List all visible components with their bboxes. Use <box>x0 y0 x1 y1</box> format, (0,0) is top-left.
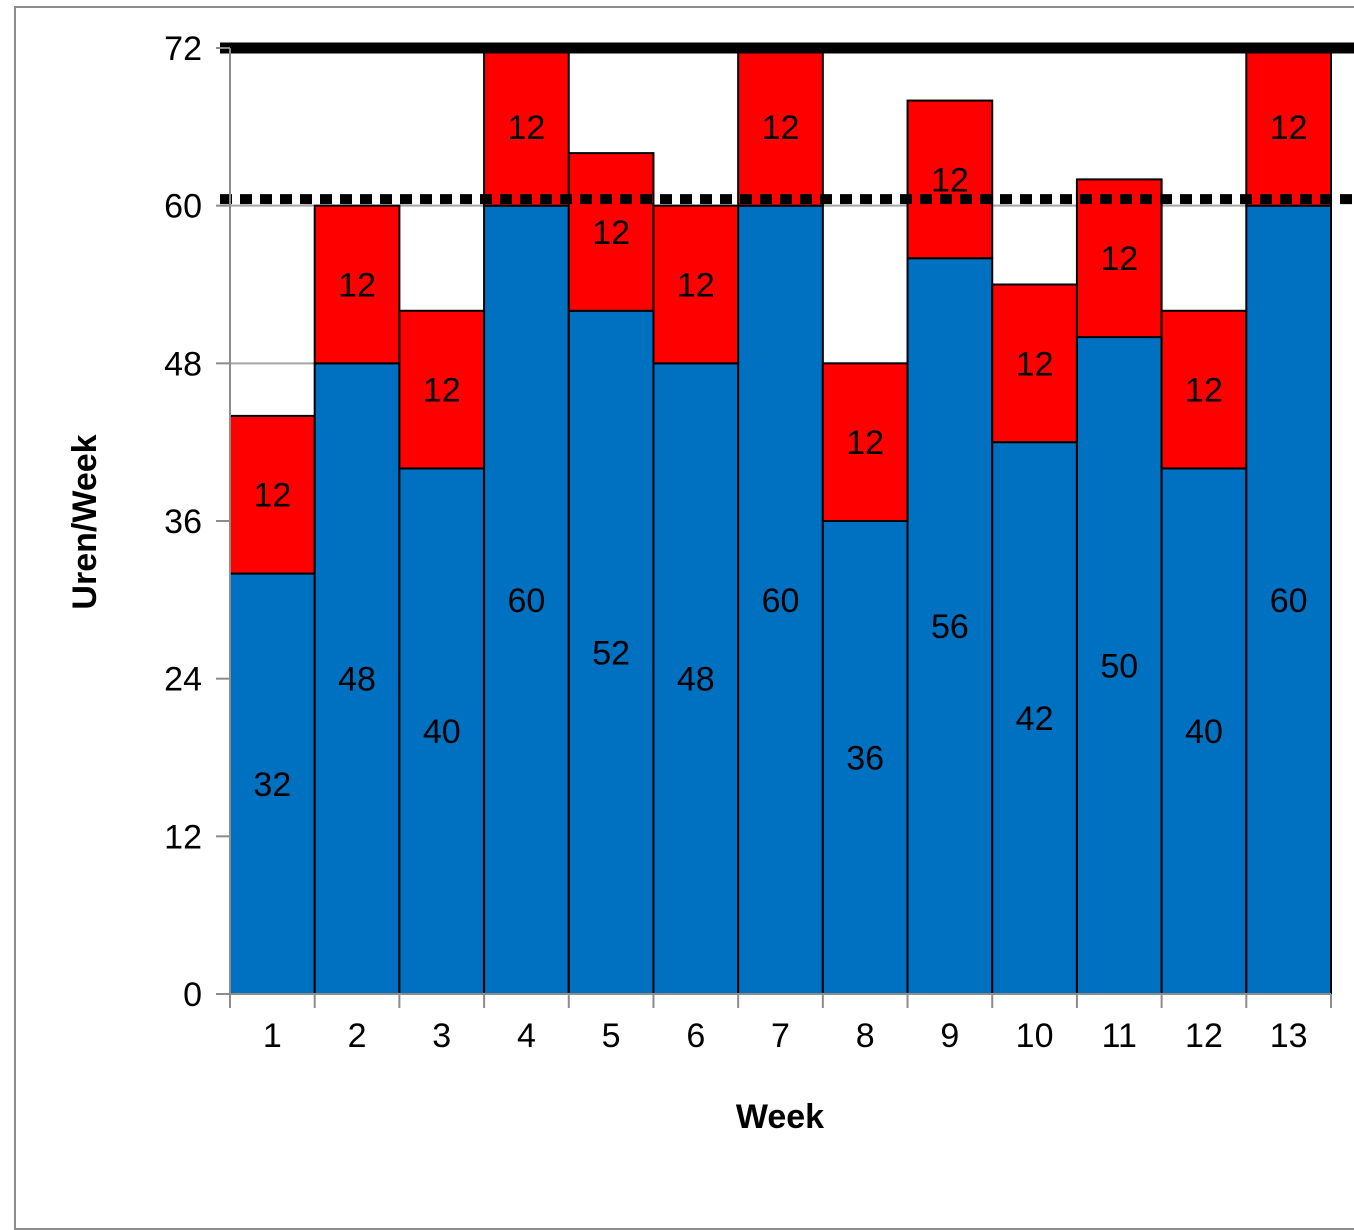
x-tick-label-8: 8 <box>856 1017 875 1055</box>
y-tick-label-60: 60 <box>164 188 202 226</box>
data-label-week-10-series-1: 42 <box>1016 700 1054 738</box>
x-tick-label-9: 9 <box>940 1017 959 1055</box>
data-label-week-6-series-2: 12 <box>677 267 715 305</box>
data-label-week-11-series-2: 12 <box>1100 240 1138 278</box>
x-tick-label-3: 3 <box>432 1017 451 1055</box>
data-label-week-1-series-2: 12 <box>253 477 291 515</box>
bar-week-12-series-2 <box>1160 309 1248 470</box>
bar-week-3-series-2 <box>398 309 486 470</box>
data-label-week-6-series-1: 48 <box>677 661 715 699</box>
bar-week-9-series-1 <box>906 257 994 995</box>
y-tick-label-0: 0 <box>183 976 202 1014</box>
bar-week-11-series-1 <box>1075 336 1163 995</box>
y-tick-label-72: 72 <box>164 30 202 68</box>
data-labels: 32 12 48 12 40 12 60 12 52 12 48 12 60 12 36 12 56 12 42 12… <box>253 109 1307 804</box>
bar-week-7-series-2 <box>737 47 824 207</box>
data-label-week-5-series-2: 12 <box>592 214 630 252</box>
data-label-week-2-series-2: 12 <box>338 267 376 305</box>
data-label-week-3-series-2: 12 <box>423 372 461 410</box>
data-label-week-7-series-1: 60 <box>762 582 800 620</box>
bars <box>229 47 1333 996</box>
y-axis-title: Uren/Week <box>66 434 104 609</box>
bar-week-9-series-2 <box>906 99 994 260</box>
bar-week-6-series-1 <box>652 362 740 996</box>
data-label-week-11-series-1: 50 <box>1100 648 1138 686</box>
x-tick-label-4: 4 <box>517 1017 536 1055</box>
y-tick-label-48: 48 <box>164 345 202 383</box>
bar-week-4-series-2 <box>483 47 570 207</box>
bar-week-8-series-2 <box>821 362 909 523</box>
bar-week-10-series-2 <box>991 283 1078 444</box>
x-tick-label-2: 2 <box>348 1017 367 1055</box>
data-label-week-10-series-2: 12 <box>1016 345 1054 383</box>
x-tick-label-1: 1 <box>263 1017 282 1055</box>
data-label-week-5-series-1: 52 <box>592 634 630 672</box>
data-label-week-9-series-1: 56 <box>931 608 969 646</box>
x-tick-label-13: 13 <box>1270 1017 1308 1055</box>
x-tick-label-12: 12 <box>1185 1017 1223 1055</box>
x-axis-title: Week <box>736 1098 824 1136</box>
bar-week-6-series-2 <box>652 204 740 365</box>
bar-week-8-series-1 <box>821 520 909 995</box>
bar-week-12-series-1 <box>1160 467 1248 995</box>
bar-week-2-series-1 <box>313 362 401 996</box>
data-label-week-4-series-1: 60 <box>508 582 546 620</box>
x-tick-label-11: 11 <box>1102 1017 1137 1055</box>
y-tick-label-36: 36 <box>164 503 202 541</box>
data-label-week-2-series-1: 48 <box>338 661 376 699</box>
data-label-week-8-series-1: 36 <box>846 740 884 778</box>
data-label-week-8-series-2: 12 <box>846 424 884 462</box>
data-label-week-13-series-1: 60 <box>1270 582 1308 620</box>
bar-week-11-series-2 <box>1075 178 1163 339</box>
bar-week-10-series-1 <box>991 441 1078 995</box>
data-label-week-12-series-1: 40 <box>1185 713 1223 751</box>
bar-week-3-series-1 <box>398 467 486 995</box>
bar-week-2-series-2 <box>313 204 401 365</box>
data-label-week-3-series-1: 40 <box>423 713 461 751</box>
data-label-week-9-series-2: 12 <box>931 161 969 199</box>
bar-week-7-series-1 <box>737 204 824 995</box>
x-tick-label-6: 6 <box>686 1017 705 1055</box>
data-label-week-4-series-2: 12 <box>508 109 546 147</box>
x-tick-label-7: 7 <box>771 1017 790 1055</box>
bar-week-1-series-2 <box>229 414 316 575</box>
data-label-week-7-series-2: 12 <box>762 109 800 147</box>
reference-lines <box>220 42 1354 205</box>
x-tick-label-10: 10 <box>1016 1017 1054 1055</box>
y-tick-label-24: 24 <box>164 661 202 699</box>
data-label-week-12-series-2: 12 <box>1185 372 1223 410</box>
data-label-week-13-series-2: 12 <box>1270 109 1308 147</box>
x-tick-label-5: 5 <box>602 1017 621 1055</box>
data-label-week-1-series-1: 32 <box>253 766 291 804</box>
y-tick-label-12: 12 <box>164 818 202 856</box>
